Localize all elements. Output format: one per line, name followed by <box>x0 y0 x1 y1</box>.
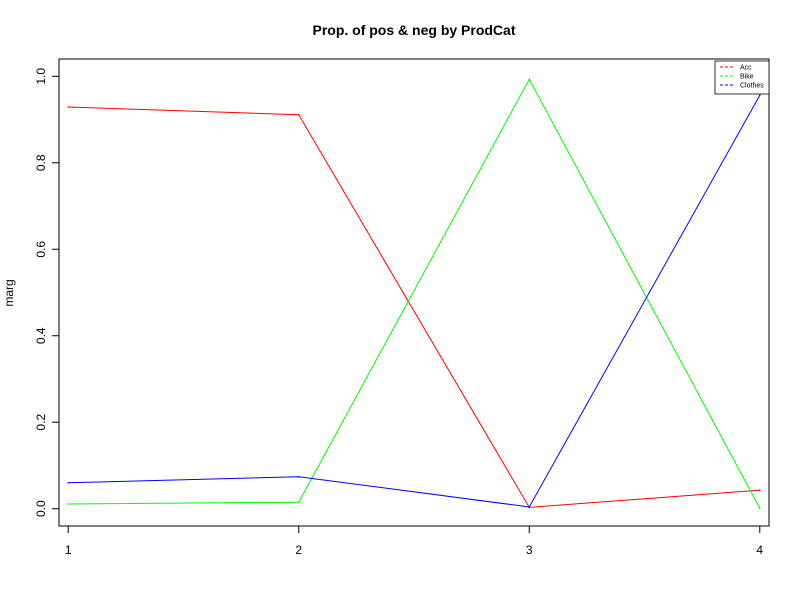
y-axis-label: marg <box>2 279 16 306</box>
data-point-bike <box>297 501 300 504</box>
data-point-clothes <box>528 506 531 508</box>
x-tick-label: 1 <box>65 543 72 557</box>
data-point-acc <box>758 489 761 491</box>
series-line-bike <box>68 78 761 509</box>
series-line-clothes <box>68 95 761 508</box>
data-point-bike <box>67 503 70 505</box>
data-point-bike <box>528 78 531 81</box>
data-point-acc <box>297 113 300 116</box>
data-point-clothes <box>758 94 761 97</box>
data-point-clothes <box>67 481 70 484</box>
legend-label-clothes: Clothes <box>740 83 764 90</box>
plot-border <box>58 58 770 527</box>
series-line-acc <box>68 106 760 508</box>
y-axis: 0.0 0.2 0.4 0.6 0.8 1.0 <box>34 68 60 517</box>
x-tick-label: 4 <box>756 543 763 557</box>
legend-label-bike: Bike <box>740 74 754 81</box>
chart-title: Prop. of pos & neg by ProdCat <box>312 22 515 38</box>
y-tick-label: 0.4 <box>34 327 48 344</box>
legend-label-acc: Acc <box>740 65 752 72</box>
series-lines <box>67 78 761 510</box>
legend: Acc Bike Clothes <box>714 60 770 95</box>
y-tick-label: 0.0 <box>34 500 48 517</box>
data-point-acc <box>67 106 70 108</box>
y-tick-label: 0.2 <box>34 414 48 431</box>
legend-box <box>714 60 770 95</box>
x-tick-label: 3 <box>526 543 533 557</box>
y-tick-label: 1.0 <box>34 68 48 85</box>
data-point-clothes <box>297 475 300 478</box>
x-axis: 1 2 3 4 <box>65 525 763 557</box>
x-tick-label: 2 <box>295 543 302 557</box>
data-point-bike <box>758 507 761 510</box>
y-tick-label: 0.8 <box>34 154 48 171</box>
y-tick-label: 0.6 <box>34 241 48 258</box>
